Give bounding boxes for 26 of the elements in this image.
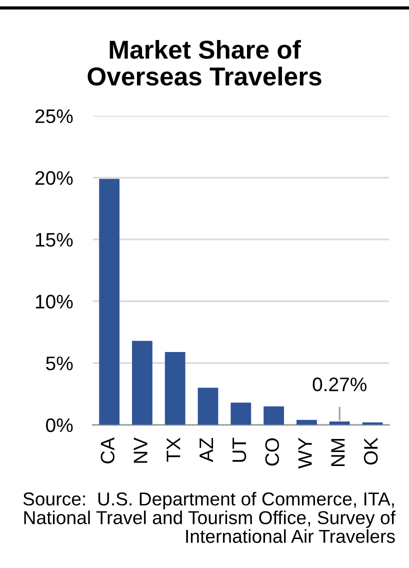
bar bbox=[198, 388, 218, 425]
bar bbox=[99, 178, 120, 425]
chart-title: Market Share of Overseas Travelers bbox=[88, 40, 322, 86]
x-tick-label: WY bbox=[298, 438, 312, 469]
y-tick-label: 25% bbox=[35, 109, 73, 124]
bar bbox=[132, 340, 152, 425]
x-tick-label: NM bbox=[331, 438, 345, 466]
bar bbox=[230, 402, 252, 425]
x-tick-label: CO bbox=[265, 438, 280, 466]
x-tick-label: NV bbox=[134, 437, 148, 463]
x-tick-label: TX bbox=[166, 438, 180, 462]
bar bbox=[164, 352, 186, 425]
y-tick-label: 10% bbox=[36, 294, 73, 309]
x-tick-label: AZ bbox=[200, 438, 214, 462]
y-tick-label: 20% bbox=[35, 171, 73, 185]
x-tick-label: CA bbox=[100, 437, 115, 464]
source-note: Source: U.S. Department of Commerce, ITA, National Travel and Tourism Office, Survey of International Air Travelers bbox=[23, 492, 396, 543]
y-tick-label: 0% bbox=[46, 418, 73, 432]
x-tick-label: OK bbox=[364, 438, 378, 465]
bar bbox=[264, 406, 284, 425]
bar bbox=[296, 420, 317, 425]
y-tick-label: 15% bbox=[36, 233, 73, 247]
x-tick-label: UT bbox=[232, 438, 246, 462]
data-label: 0.27% bbox=[312, 378, 366, 392]
y-tick-label: 5% bbox=[46, 356, 73, 370]
bar bbox=[329, 422, 350, 425]
